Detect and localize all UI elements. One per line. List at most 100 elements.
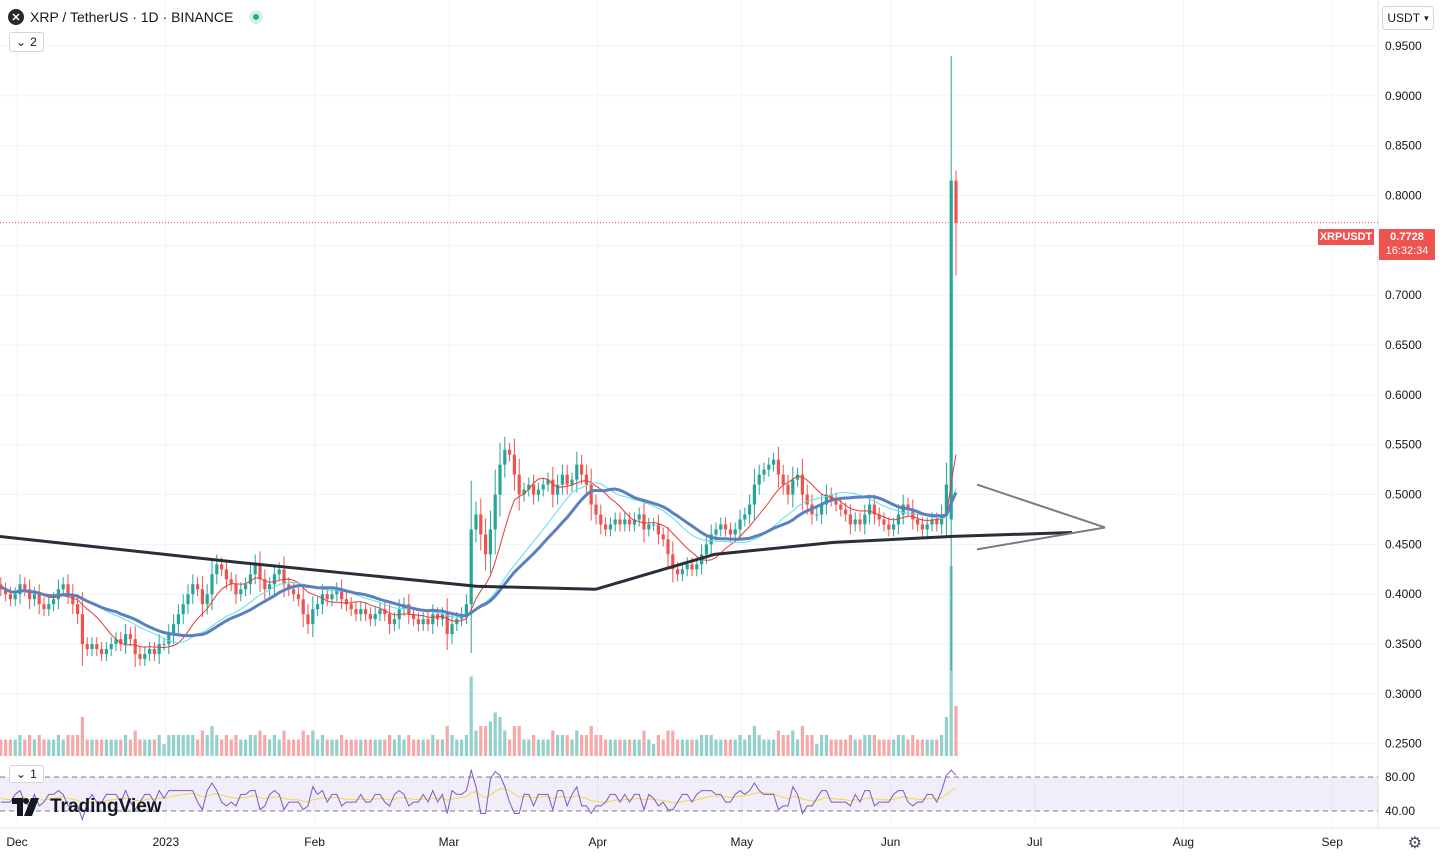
candle-body[interactable] (546, 479, 550, 485)
candle-body[interactable] (532, 484, 536, 495)
candle-body[interactable] (282, 569, 286, 585)
candle-body[interactable] (656, 524, 660, 535)
candle-body[interactable] (935, 519, 939, 525)
candle-body[interactable] (848, 514, 852, 525)
candle-body[interactable] (109, 644, 113, 650)
candle-body[interactable] (776, 459, 780, 475)
candle-body[interactable] (215, 564, 219, 575)
candle-body[interactable] (311, 609, 315, 625)
candle-body[interactable] (570, 479, 574, 485)
candle-body[interactable] (248, 574, 252, 585)
candle-body[interactable] (426, 619, 430, 625)
candle-body[interactable] (618, 519, 622, 525)
candle-body[interactable] (738, 519, 742, 530)
candle-body[interactable] (85, 644, 89, 650)
candle-body[interactable] (714, 529, 718, 535)
candle-body[interactable] (167, 634, 171, 645)
candle-body[interactable] (412, 614, 416, 620)
candle-body[interactable] (512, 454, 516, 475)
candle-body[interactable] (517, 474, 521, 495)
candle-body[interactable] (23, 584, 27, 590)
candle-body[interactable] (815, 514, 819, 516)
candle-body[interactable] (868, 504, 872, 515)
candle-body[interactable] (181, 604, 185, 615)
candle-body[interactable] (200, 589, 204, 605)
candle-body[interactable] (642, 514, 646, 530)
candle-body[interactable] (71, 594, 75, 605)
candle-body[interactable] (604, 524, 608, 530)
candle-body[interactable] (743, 514, 747, 520)
candle-body[interactable] (762, 469, 766, 475)
candle-body[interactable] (61, 584, 65, 590)
candle-body[interactable] (661, 534, 665, 540)
candle-body[interactable] (220, 564, 224, 570)
candle-body[interactable] (733, 529, 737, 535)
candle-body[interactable] (469, 529, 473, 605)
candle-body[interactable] (306, 614, 310, 625)
candle-body[interactable] (580, 464, 584, 475)
candle-body[interactable] (930, 519, 934, 525)
settings-gear-icon[interactable]: ⚙ (1407, 835, 1422, 852)
candle-body[interactable] (325, 594, 329, 600)
candle-body[interactable] (172, 624, 176, 635)
candle-body[interactable] (565, 474, 569, 485)
candle-body[interactable] (13, 594, 17, 600)
candle-body[interactable] (277, 569, 281, 575)
candle-body[interactable] (239, 589, 243, 595)
candle-body[interactable] (940, 514, 944, 525)
candle-body[interactable] (114, 639, 118, 645)
candle-body[interactable] (359, 609, 363, 615)
candle-body[interactable] (863, 514, 867, 525)
candle-body[interactable] (258, 564, 262, 580)
candle-body[interactable] (138, 654, 142, 660)
candle-body[interactable] (920, 524, 924, 530)
candle-body[interactable] (229, 579, 233, 585)
candle-body[interactable] (104, 649, 108, 655)
candle-body[interactable] (772, 459, 776, 465)
market-status-icon[interactable] (249, 10, 264, 24)
candle-body[interactable] (527, 484, 531, 490)
candle-body[interactable] (373, 614, 377, 620)
candle-body[interactable] (853, 519, 857, 525)
candle-body[interactable] (724, 524, 728, 530)
candle-body[interactable] (90, 644, 94, 650)
candle-body[interactable] (344, 599, 348, 605)
candle-body[interactable] (431, 614, 435, 625)
candle-body[interactable] (781, 474, 785, 485)
candle-body[interactable] (205, 594, 209, 605)
candle-body[interactable] (709, 534, 713, 545)
candle-body[interactable] (690, 564, 694, 570)
candle-body[interactable] (608, 524, 612, 530)
candle-body[interactable] (800, 474, 804, 495)
candle-body[interactable] (877, 514, 881, 520)
candle-body[interactable] (32, 594, 36, 600)
candle-body[interactable] (124, 634, 128, 645)
candle-body[interactable] (368, 614, 372, 620)
candle-body[interactable] (493, 494, 497, 530)
candle-body[interactable] (301, 599, 305, 615)
candle-body[interactable] (767, 464, 771, 470)
candle-body[interactable] (541, 484, 545, 490)
candle-body[interactable] (263, 579, 267, 590)
candle-body[interactable] (52, 599, 56, 605)
candle-body[interactable] (18, 584, 22, 595)
candle-body[interactable] (100, 649, 104, 655)
candle-body[interactable] (786, 484, 790, 495)
currency-selector[interactable]: USDT ▾ (1382, 6, 1434, 30)
candle-body[interactable] (522, 489, 526, 495)
candle-body[interactable] (268, 584, 272, 590)
candle-body[interactable] (349, 604, 353, 610)
candle-body[interactable] (666, 539, 670, 555)
candle-body[interactable] (560, 474, 564, 485)
candle-body[interactable] (383, 609, 387, 615)
candle-body[interactable] (354, 609, 358, 615)
candle-body[interactable] (594, 504, 598, 515)
candle-body[interactable] (748, 504, 752, 515)
candle-body[interactable] (148, 649, 152, 655)
candle-body[interactable] (320, 594, 324, 605)
candle-body[interactable] (637, 514, 641, 520)
candle-body[interactable] (652, 524, 656, 526)
candle-body[interactable] (575, 464, 579, 480)
candle-body[interactable] (949, 180, 953, 520)
